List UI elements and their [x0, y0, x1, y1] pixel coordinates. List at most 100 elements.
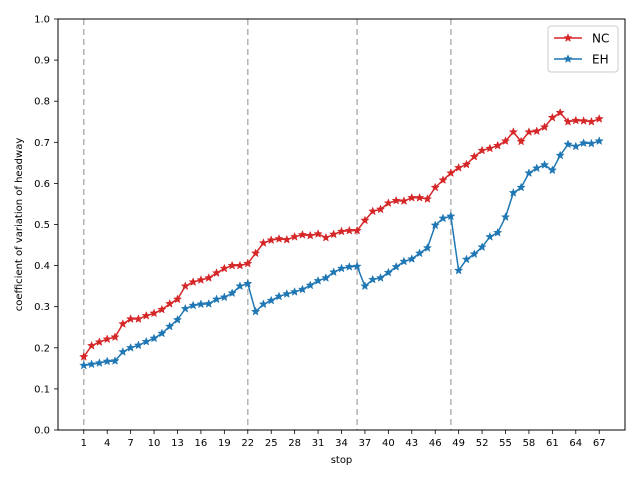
data-point — [344, 225, 354, 235]
data-point — [235, 281, 245, 291]
data-point — [297, 284, 308, 294]
data-point — [461, 159, 472, 169]
data-point — [258, 299, 269, 309]
data-point — [555, 150, 565, 160]
data-point — [235, 260, 245, 270]
x-tick-label: 28 — [288, 438, 301, 449]
data-point — [321, 273, 331, 282]
data-point — [383, 267, 394, 277]
data-point — [532, 163, 542, 173]
data-point — [594, 136, 604, 146]
data-point — [243, 278, 253, 288]
data-point — [461, 254, 472, 264]
x-tick-label: 40 — [382, 438, 395, 449]
x-tick-label: 49 — [452, 438, 465, 449]
data-point — [547, 165, 558, 175]
data-point — [516, 182, 526, 192]
data-point — [430, 220, 440, 230]
x-tick-label: 13 — [171, 438, 184, 449]
x-tick-label: 19 — [218, 438, 231, 449]
x-tick-label: 1 — [81, 438, 87, 449]
data-point — [86, 359, 97, 369]
data-point — [594, 113, 604, 123]
data-point — [180, 303, 190, 313]
data-point — [571, 141, 581, 151]
x-tick-label: 31 — [312, 438, 325, 449]
data-point — [368, 274, 378, 284]
legend-marker — [563, 54, 573, 63]
data-point — [414, 192, 425, 202]
data-point — [94, 358, 105, 367]
series-nc — [79, 107, 604, 361]
y-tick-label: 0.3 — [34, 302, 50, 313]
data-point — [586, 116, 597, 126]
data-point — [172, 314, 183, 324]
data-point — [79, 351, 89, 361]
data-point — [344, 261, 354, 271]
y-tick-label: 0.8 — [34, 97, 50, 108]
x-tick-label: 22 — [241, 438, 254, 449]
data-point — [102, 334, 112, 344]
data-point — [219, 263, 230, 273]
plot-frame — [57, 18, 626, 431]
x-axis-label: stop — [331, 455, 353, 466]
data-point — [352, 225, 362, 235]
data-point — [422, 194, 433, 203]
data-point — [149, 308, 159, 318]
data-point — [196, 299, 206, 309]
series-line — [83, 111, 600, 358]
x-tick-label: 58 — [523, 438, 536, 449]
x-tick-label: 64 — [569, 438, 582, 449]
data-point — [360, 215, 370, 225]
data-point — [477, 242, 487, 252]
data-point — [399, 256, 409, 266]
data-point — [211, 268, 222, 277]
data-point — [500, 136, 511, 146]
data-point — [305, 280, 315, 290]
data-point — [250, 248, 261, 258]
data-point — [485, 143, 495, 153]
data-point — [258, 238, 269, 247]
data-point — [555, 107, 565, 117]
data-point — [446, 211, 456, 221]
data-point — [508, 187, 518, 197]
data-point — [578, 138, 589, 148]
data-point — [266, 295, 276, 305]
y-tick-label: 0.2 — [34, 343, 50, 354]
data-point — [563, 116, 573, 126]
series-eh — [79, 136, 604, 370]
x-tick-label: 67 — [593, 438, 606, 449]
data-point — [282, 289, 292, 298]
x-tick-label: 37 — [359, 438, 372, 449]
data-point — [438, 213, 448, 223]
data-point — [360, 281, 370, 291]
y-axis: 0.0 0.1 0.2 0.3 0.4 0.5 0.6 0.7 0.8 0.9 1.0 — [34, 15, 58, 437]
data-point — [86, 340, 97, 350]
data-point — [94, 337, 105, 347]
data-point — [250, 306, 261, 316]
data-point — [289, 231, 300, 241]
data-point — [578, 116, 589, 125]
data-point — [118, 319, 128, 328]
data-point — [172, 294, 183, 304]
data-point — [571, 115, 581, 125]
y-axis-label: coefficient of variation of headway — [14, 138, 25, 312]
data-point — [430, 182, 440, 192]
x-tick-label: 4 — [104, 438, 110, 449]
y-tick-label: 0.1 — [34, 384, 50, 395]
data-point — [329, 267, 339, 277]
data-point — [133, 340, 144, 350]
data-point — [227, 260, 237, 270]
x-tick-label: 55 — [499, 438, 512, 449]
data-point — [375, 273, 386, 282]
data-point — [149, 333, 159, 343]
data-point — [321, 232, 331, 242]
data-point — [211, 294, 222, 304]
data-point — [469, 249, 479, 259]
x-tick-label: 7 — [127, 438, 133, 449]
data-point — [157, 304, 167, 314]
legend: NC EH — [547, 25, 619, 73]
data-point — [563, 139, 573, 149]
